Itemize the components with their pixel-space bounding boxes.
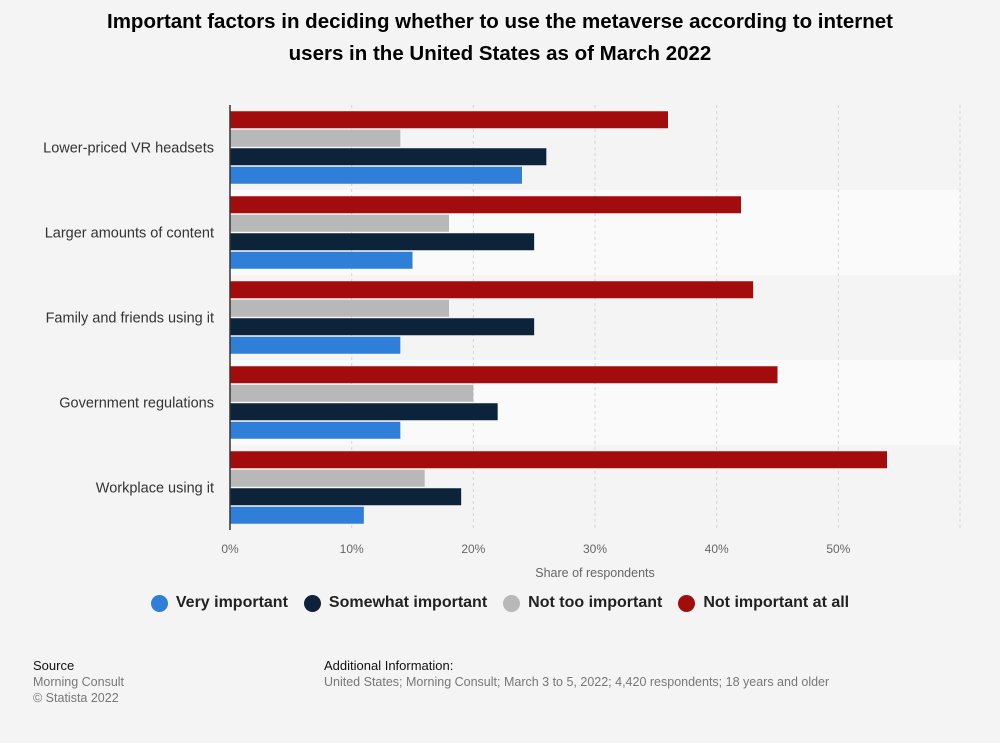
legend-item[interactable]: Very important (150, 594, 288, 612)
chart-title-line-2: users in the United States as of March 2… (288, 42, 712, 65)
category-label: Lower-priced VR headsets (43, 141, 214, 157)
x-tick-label: 10% (340, 542, 364, 556)
bar (230, 129, 401, 147)
legend-label: Very important (175, 594, 288, 611)
bar (230, 111, 668, 129)
bar (230, 469, 425, 487)
x-tick-label: 0% (221, 542, 239, 556)
legend-swatch (150, 594, 168, 612)
copyright-line: © Statista 2022 (33, 691, 119, 705)
bar (230, 403, 498, 421)
legend-label: Somewhat important (328, 594, 488, 611)
source-block: Source Morning Consult © Statista 2022 (33, 658, 124, 706)
bar (230, 366, 778, 384)
legend-label: Not too important (528, 594, 663, 611)
legend-swatch (678, 594, 696, 612)
bar (230, 421, 401, 439)
legend-item[interactable]: Not too important (503, 594, 662, 612)
legend-label: Not important at all (703, 594, 850, 611)
additional-info-text: United States; Morning Consult; March 3 … (324, 675, 830, 689)
bar (230, 281, 754, 299)
source-line: Morning Consult (33, 675, 125, 689)
legend-item[interactable]: Not important at all (678, 594, 849, 612)
bar (230, 196, 741, 214)
x-axis-title: Share of respondents (535, 566, 655, 580)
category-label: Government regulations (59, 396, 214, 412)
bar (230, 506, 364, 524)
bar (230, 214, 449, 232)
source-heading: Source (33, 658, 75, 673)
category-label: Family and friends using it (46, 311, 214, 327)
additional-info-heading: Additional Information: (324, 658, 454, 673)
x-tick-label: 30% (583, 542, 607, 556)
chart-title-line-1: Important factors in deciding whether to… (107, 10, 893, 33)
legend-item[interactable]: Somewhat important (303, 594, 488, 612)
x-tick-label: 50% (826, 542, 850, 556)
bar (230, 233, 535, 251)
category-label: Larger amounts of content (45, 226, 214, 242)
category-label: Workplace using it (96, 481, 214, 497)
legend-swatch (303, 594, 321, 612)
bar (230, 148, 547, 166)
bar (230, 251, 413, 269)
bar (230, 336, 401, 354)
bar (230, 299, 449, 317)
chart-title: Important factors in deciding whether to… (60, 6, 940, 70)
x-tick-label: 20% (461, 542, 485, 556)
bar (230, 166, 522, 184)
bar (230, 451, 887, 469)
legend: Very important Somewhat important Not too … (0, 594, 1000, 612)
bar (230, 488, 462, 506)
additional-info-block: Additional Information: United States; M… (324, 658, 829, 690)
bar-chart: Lower-priced VR headsets Larger amounts o… (43, 105, 961, 580)
legend-swatch (503, 594, 521, 612)
bar (230, 384, 474, 402)
x-tick-label: 40% (705, 542, 729, 556)
bar (230, 318, 535, 336)
